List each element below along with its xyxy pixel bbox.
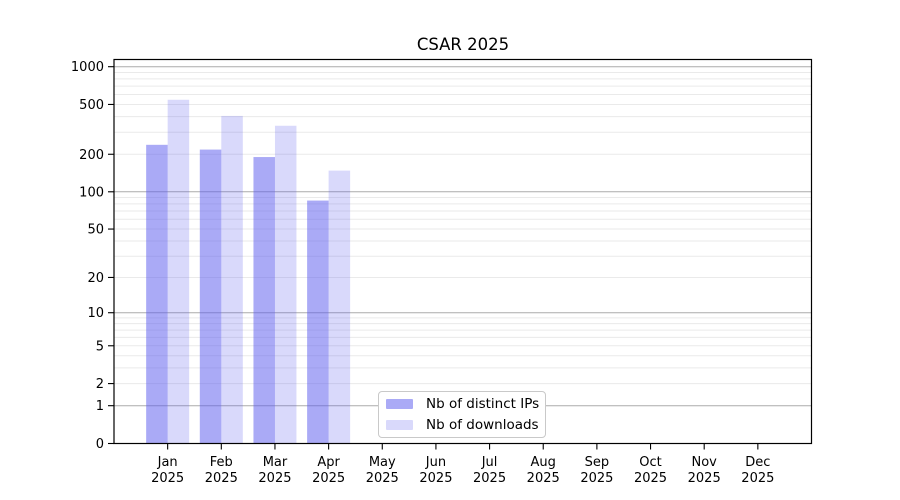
x-tick-label-dec: Dec 2025 [741,455,774,486]
y-tick-label-500: 500 [79,98,104,113]
x-tick-label-mar: Mar 2025 [258,455,291,486]
y-tick-label-100: 100 [79,185,104,200]
plot-border [113,58,813,445]
bar-mar-distinct-ips [253,157,275,444]
y-tick-label-2: 2 [96,377,104,392]
legend-label-distinct-ips: Nb of distinct IPs [426,396,540,412]
bar-apr-distinct-ips [307,200,329,444]
x-tick-label-nov: Nov 2025 [688,455,721,486]
x-tick-label-may: May 2025 [366,455,399,486]
legend-swatch-distinct-ips [386,399,413,409]
x-tick-label-aug: Aug 2025 [527,455,560,486]
x-tick-label-jul: Jul 2025 [473,455,506,486]
legend-item-downloads: Nb of downloads [386,418,545,432]
y-tick-label-1: 1 [96,399,104,414]
y-tick-label-10: 10 [87,306,104,321]
x-tick-label-jan: Jan 2025 [151,455,184,486]
legend-swatch-downloads [386,420,413,430]
bar-feb-downloads [221,115,243,444]
x-tick-label-feb: Feb 2025 [205,455,238,486]
bar-mar-downloads [274,125,297,444]
y-tick-label-50: 50 [87,223,104,238]
y-tick-label-200: 200 [79,148,104,163]
legend-item-distinct-ips: Nb of distinct IPs [386,397,545,411]
bar-feb-distinct-ips [199,149,222,444]
bar-jan-distinct-ips [146,144,168,444]
y-tick-label-20: 20 [87,271,104,286]
x-tick-label-jun: Jun 2025 [419,455,452,486]
y-tick-label-0: 0 [96,437,104,452]
bar-apr-downloads [328,170,351,444]
legend: Nb of distinct IPs Nb of downloads [378,391,546,438]
y-tick-label-5: 5 [96,339,104,354]
x-tick-label-sep: Sep 2025 [580,455,613,486]
bar-jan-downloads [167,99,190,444]
chart-title: CSAR 2025 [416,35,510,54]
x-tick-label-apr: Apr 2025 [312,455,345,486]
x-tick-label-oct: Oct 2025 [634,455,667,486]
y-tick-label-1000: 1000 [71,60,104,75]
legend-label-downloads: Nb of downloads [426,417,539,433]
